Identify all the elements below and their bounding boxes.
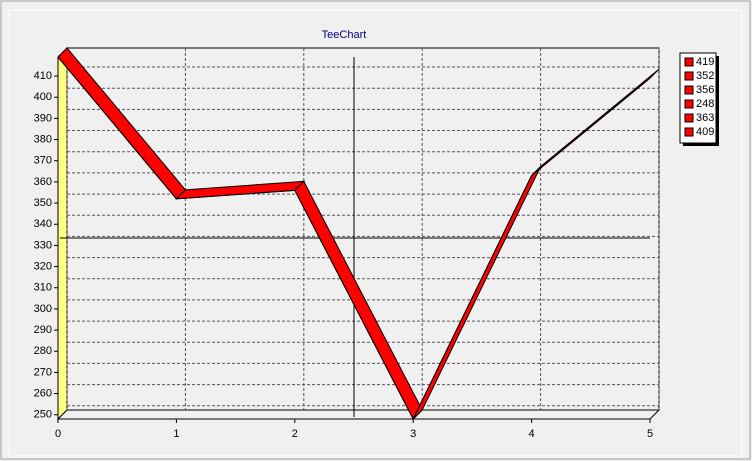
legend-swatch [684, 113, 694, 123]
y-tick-label: 410 [34, 70, 52, 82]
plot: 2502602702802903003103203303403503603703… [34, 46, 661, 440]
y-tick-label: 360 [34, 176, 52, 188]
x-tick-label: 4 [529, 428, 535, 440]
x-tick-label: 1 [173, 428, 179, 440]
x-tick-label: 5 [647, 428, 653, 440]
y-tick-label: 330 [34, 239, 52, 251]
y-tick-label: 340 [34, 218, 52, 230]
chart-title: TeeChart [322, 29, 367, 41]
legend-label: 352 [696, 70, 714, 82]
x-tick-label: 0 [55, 428, 61, 440]
back-wall [66, 47, 660, 411]
legend-label: 363 [696, 112, 714, 124]
legend-swatch [684, 71, 694, 81]
y-tick-label: 350 [34, 197, 52, 209]
y-tick-label: 390 [34, 112, 52, 124]
legend-label: 248 [696, 98, 714, 110]
x-tick-label: 2 [292, 428, 298, 440]
y-tick-label: 380 [34, 133, 52, 145]
y-tick-label: 250 [34, 409, 52, 421]
y-tick-label: 370 [34, 155, 52, 167]
y-tick-label: 270 [34, 366, 52, 378]
legend-swatch [684, 57, 694, 67]
y-tick-label: 280 [34, 345, 52, 357]
legend-label: 409 [696, 126, 714, 138]
y-tick-label: 320 [34, 260, 52, 272]
y-tick-label: 260 [34, 388, 52, 400]
legend-swatch [684, 99, 694, 109]
line [57, 56, 651, 421]
legend-swatch [684, 127, 694, 137]
y-tick-label: 400 [34, 91, 52, 103]
left-wall [57, 46, 68, 421]
legend-label: 356 [696, 84, 714, 96]
legend-swatch [684, 85, 694, 95]
y-tick-label: 300 [34, 303, 52, 315]
x-tick-label: 3 [410, 428, 416, 440]
y-tick-label: 310 [34, 282, 52, 294]
legend-label: 419 [696, 56, 714, 68]
floor [56, 409, 661, 420]
y-tick-label: 290 [34, 324, 52, 336]
